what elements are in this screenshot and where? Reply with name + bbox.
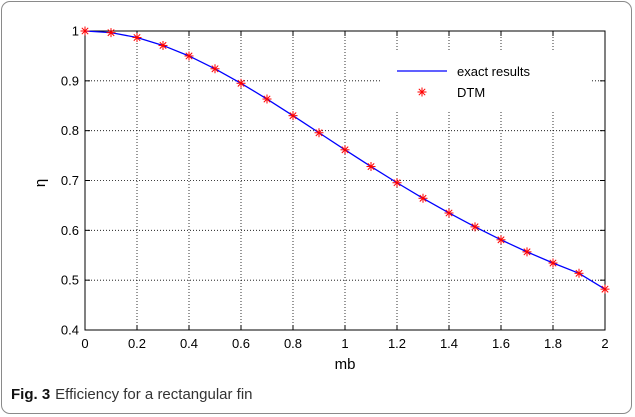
dtm-data-point — [445, 208, 454, 217]
x-tick-label: 0.4 — [180, 336, 198, 351]
x-tick-label: 0 — [81, 336, 88, 351]
y-tick-label: 0.5 — [61, 273, 79, 288]
x-tick-label: 0.6 — [232, 336, 250, 351]
dtm-data-point — [133, 33, 142, 42]
figure-caption: Fig. 3 Efficiency for a rectangular fin — [11, 386, 253, 403]
x-tick-label: 1.6 — [492, 336, 510, 351]
dtm-data-point — [81, 27, 90, 36]
x-tick-label: 1.4 — [440, 336, 458, 351]
dtm-data-point — [185, 51, 194, 60]
caption-label: Fig. 3 — [11, 386, 50, 403]
y-tick-label: 0.4 — [61, 323, 79, 338]
legend-label-exact-results: exact results — [457, 64, 530, 79]
dtm-data-point — [107, 28, 116, 37]
y-tick-label: 0.6 — [61, 223, 79, 238]
dtm-data-point — [341, 145, 350, 154]
dtm-data-point — [211, 64, 220, 73]
dtm-data-point — [549, 259, 558, 268]
y-tick-label: 0.9 — [61, 73, 79, 88]
dtm-data-point — [419, 194, 428, 203]
dtm-data-point — [523, 247, 532, 256]
dtm-data-point — [497, 235, 506, 244]
x-tick-label: 0.8 — [284, 336, 302, 351]
dtm-data-point — [575, 269, 584, 278]
legend-asterisk-swatch — [418, 88, 427, 97]
x-axis-label: mb — [335, 356, 356, 373]
y-tick-label: 1 — [72, 24, 79, 39]
legend: exact results DTM — [380, 50, 590, 110]
dtm-data-point — [471, 222, 480, 231]
dtm-data-point — [237, 79, 246, 88]
dtm-data-point — [393, 178, 402, 187]
dtm-data-point — [159, 41, 168, 50]
y-axis-label: η — [32, 179, 49, 187]
caption-text: Efficiency for a rectangular fin — [55, 386, 252, 403]
x-tick-label: 0.2 — [128, 336, 146, 351]
x-tick-label: 2 — [601, 336, 608, 351]
dtm-data-point — [601, 285, 610, 294]
dtm-data-point — [315, 128, 324, 137]
x-tick-label: 1.8 — [544, 336, 562, 351]
y-tick-label: 0.8 — [61, 123, 79, 138]
x-tick-label: 1 — [341, 336, 348, 351]
legend-box — [380, 50, 590, 110]
x-tick-label: 1.2 — [388, 336, 406, 351]
legend-asterisk-icon — [418, 88, 427, 97]
y-tick-label: 0.7 — [61, 173, 79, 188]
dtm-data-point — [367, 162, 376, 171]
legend-label-dtm: DTM — [457, 85, 485, 100]
dtm-data-point — [263, 95, 272, 104]
dtm-data-point — [289, 111, 298, 120]
